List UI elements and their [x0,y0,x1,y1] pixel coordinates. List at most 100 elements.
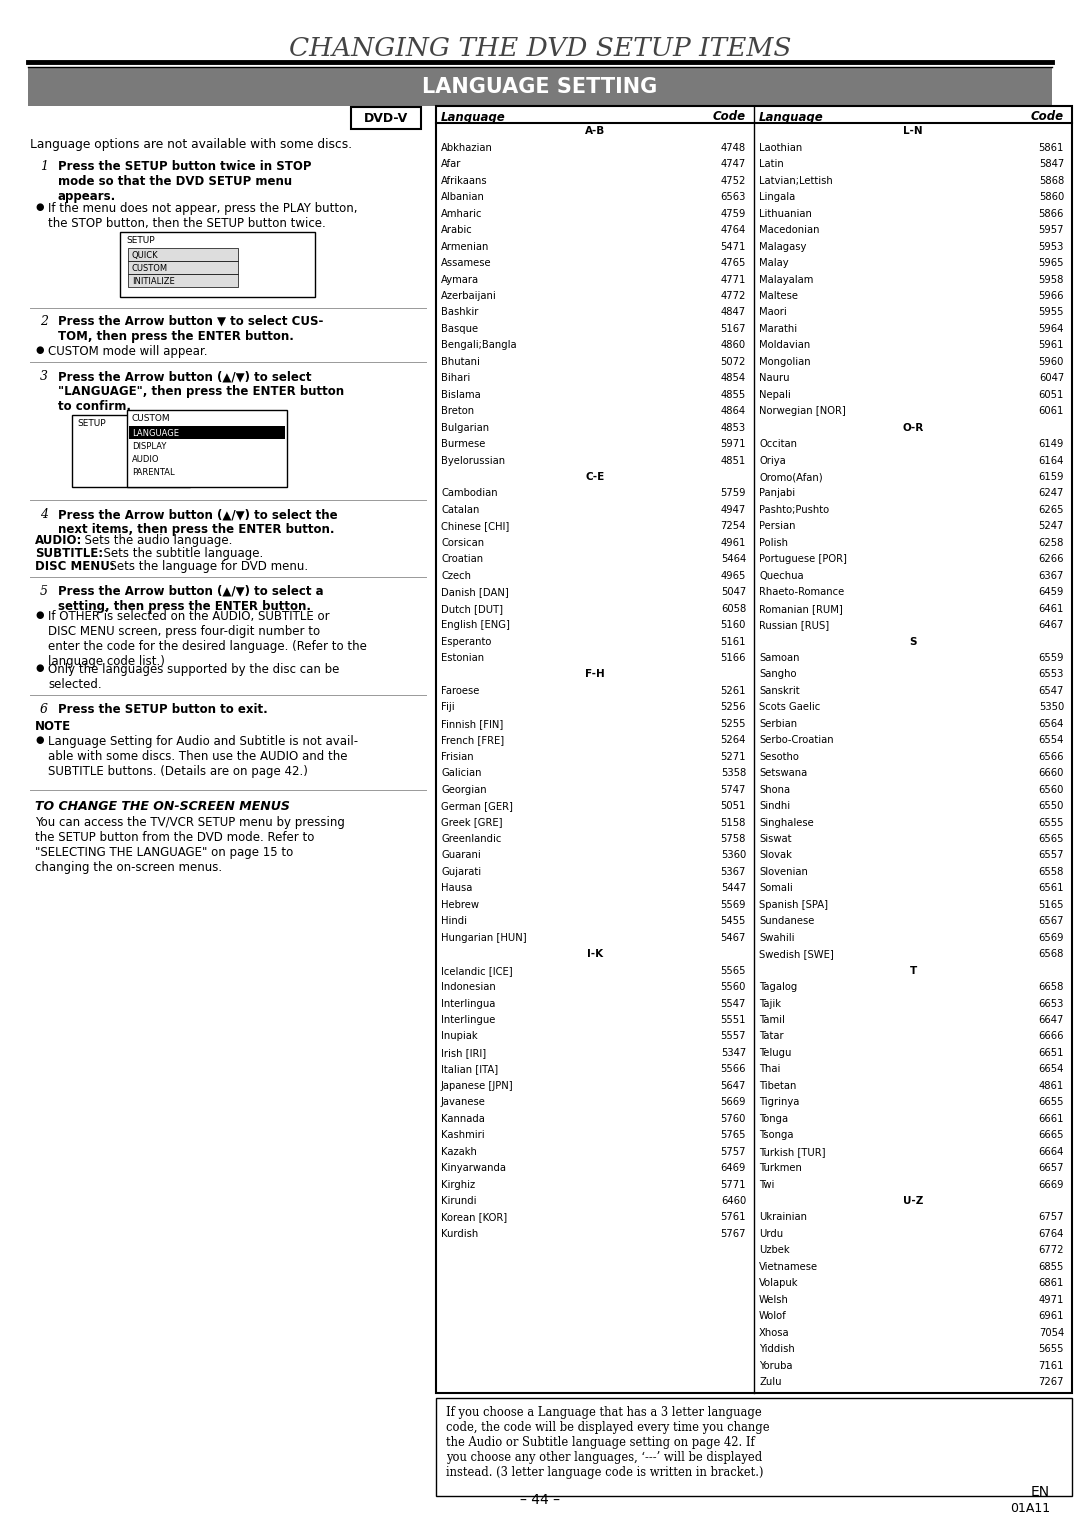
Text: 6665: 6665 [1039,1131,1064,1140]
Text: Zulu: Zulu [759,1376,782,1387]
Text: Shona: Shona [759,784,791,795]
Text: Russian [RUS]: Russian [RUS] [759,620,829,630]
Text: Sanskrit: Sanskrit [759,685,799,696]
Text: Press the SETUP button to exit.: Press the SETUP button to exit. [58,703,268,716]
Text: 6961: 6961 [1039,1311,1064,1322]
Text: 6861: 6861 [1039,1279,1064,1288]
Text: Aymara: Aymara [441,275,480,284]
Text: 5358: 5358 [720,768,746,778]
Text: – 44 –: – 44 – [519,1492,561,1508]
Text: Quechua: Quechua [759,571,804,581]
Text: ●: ● [35,345,43,356]
Text: 4947: 4947 [720,505,746,514]
Text: Interlingue: Interlingue [441,1015,496,1025]
Text: 5464: 5464 [720,554,746,565]
Text: Thai: Thai [759,1064,781,1074]
Text: PARENTAL: PARENTAL [132,468,175,478]
Text: You can access the TV/VCR SETUP menu by pressing
the SETUP button from the DVD m: You can access the TV/VCR SETUP menu by … [35,816,345,874]
Text: 6569: 6569 [1039,932,1064,943]
Text: 6058: 6058 [720,604,746,613]
Text: 5767: 5767 [720,1228,746,1239]
Text: 7161: 7161 [1039,1361,1064,1370]
Text: Press the SETUP button twice in STOP
mode so that the DVD SETUP menu
appears.: Press the SETUP button twice in STOP mod… [58,160,311,203]
Text: 5953: 5953 [1039,241,1064,252]
Text: Laothian: Laothian [759,143,802,153]
Text: Xhosa: Xhosa [759,1328,789,1338]
Text: 5467: 5467 [720,932,746,943]
FancyBboxPatch shape [28,69,1052,105]
Text: Sundanese: Sundanese [759,916,814,926]
Text: 4965: 4965 [720,571,746,581]
Text: Armenian: Armenian [441,241,489,252]
Text: Sesotho: Sesotho [759,752,799,761]
Text: 6660: 6660 [1039,768,1064,778]
Text: 5167: 5167 [720,324,746,334]
Text: Kirundi: Kirundi [441,1196,476,1206]
Text: Spanish [SPA]: Spanish [SPA] [759,900,828,909]
Text: Panjabi: Panjabi [759,488,795,499]
Text: 6159: 6159 [1039,472,1064,482]
Text: 5261: 5261 [720,685,746,696]
Text: Danish [DAN]: Danish [DAN] [441,588,509,597]
Text: DISPLAY: DISPLAY [132,443,166,452]
Text: Byelorussian: Byelorussian [441,456,505,465]
Text: 5971: 5971 [720,439,746,449]
Text: 5955: 5955 [1039,307,1064,317]
Text: Lingala: Lingala [759,192,795,203]
Text: Italian [ITA]: Italian [ITA] [441,1064,498,1074]
Text: 4851: 4851 [720,456,746,465]
Text: 5051: 5051 [720,801,746,812]
Text: Breton: Breton [441,406,474,417]
Text: QUICK: QUICK [132,250,159,259]
Text: CUSTOM: CUSTOM [132,414,171,423]
Text: AUDIO:: AUDIO: [35,534,82,546]
Text: LANGUAGE: LANGUAGE [132,429,179,438]
Text: 4759: 4759 [720,209,746,218]
Text: 6559: 6559 [1039,653,1064,662]
Text: Polish: Polish [759,537,788,548]
Text: Hebrew: Hebrew [441,900,480,909]
Text: Nepali: Nepali [759,389,791,400]
Text: 5072: 5072 [720,357,746,366]
Text: Afar: Afar [441,159,461,169]
Text: ●: ● [35,201,43,212]
Text: Javanese: Javanese [441,1097,486,1108]
Text: 6557: 6557 [1039,850,1064,861]
Text: Latvian;Lettish: Latvian;Lettish [759,175,833,186]
Text: 5958: 5958 [1039,275,1064,284]
Text: Fiji: Fiji [441,702,455,713]
Text: Frisian: Frisian [441,752,474,761]
Text: 5771: 5771 [720,1180,746,1190]
Text: Press the Arrow button (▲/▼) to select the
next items, then press the ENTER butt: Press the Arrow button (▲/▼) to select t… [58,508,338,536]
Text: Serbo-Croatian: Serbo-Croatian [759,736,834,745]
Text: French [FRE]: French [FRE] [441,736,504,745]
Text: 5669: 5669 [720,1097,746,1108]
Text: Scots Gaelic: Scots Gaelic [759,702,820,713]
Text: Kazakh: Kazakh [441,1146,477,1157]
Text: 6467: 6467 [1039,620,1064,630]
Text: 6553: 6553 [1039,670,1064,679]
Text: Swedish [SWE]: Swedish [SWE] [759,949,834,960]
Text: 6654: 6654 [1039,1064,1064,1074]
Text: 5256: 5256 [720,702,746,713]
Text: 5966: 5966 [1039,291,1064,301]
Text: Macedonian: Macedonian [759,226,820,235]
Text: Abkhazian: Abkhazian [441,143,492,153]
Text: Sets the audio language.: Sets the audio language. [77,534,232,546]
Text: Yoruba: Yoruba [759,1361,793,1370]
Text: Basque: Basque [441,324,478,334]
Text: 5760: 5760 [720,1114,746,1123]
Text: EN: EN [1031,1485,1050,1499]
Text: 01A11: 01A11 [1010,1502,1050,1514]
Text: Mongolian: Mongolian [759,357,811,366]
Text: Croatian: Croatian [441,554,483,565]
Text: Code: Code [1031,110,1064,124]
Text: Tatar: Tatar [759,1032,784,1041]
Text: 6459: 6459 [1039,588,1064,597]
Text: 6653: 6653 [1039,998,1064,1009]
Text: 5759: 5759 [720,488,746,499]
Text: Burmese: Burmese [441,439,485,449]
Text: 6669: 6669 [1039,1180,1064,1190]
Text: Bislama: Bislama [441,389,481,400]
Text: Ukrainian: Ukrainian [759,1213,807,1222]
